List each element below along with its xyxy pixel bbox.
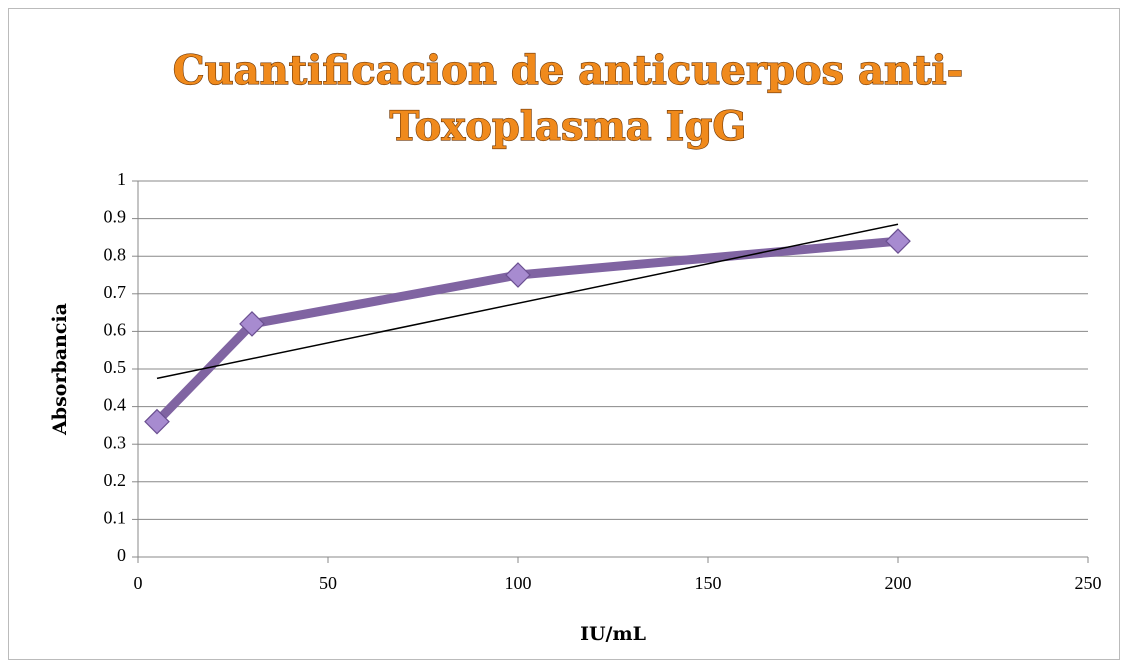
chart-title: Toxoplasma IgG — [390, 103, 747, 150]
y-tick-label: 0.4 — [104, 395, 127, 415]
x-tick-label: 250 — [1075, 573, 1102, 593]
y-tick-label: 0.5 — [104, 357, 127, 377]
chart-border — [8, 8, 1120, 660]
x-tick-label: 0 — [134, 573, 143, 593]
y-axis-label: Absorbancia — [49, 303, 71, 436]
y-tick-label: 0.3 — [104, 432, 127, 452]
y-tick-label: 0 — [117, 545, 126, 565]
x-tick-label: 100 — [505, 573, 532, 593]
x-tick-label: 200 — [885, 573, 912, 593]
y-tick-label: 1 — [117, 169, 126, 189]
x-tick-label: 150 — [695, 573, 722, 593]
y-tick-label: 0.7 — [104, 282, 127, 302]
trendline — [156, 223, 899, 380]
series-line — [153, 236, 899, 425]
x-axis-label: IU/mL — [580, 623, 646, 645]
x-tick-label: 50 — [319, 573, 337, 593]
y-tick-label: 0.6 — [104, 320, 127, 340]
data-point — [885, 228, 911, 255]
data-point — [144, 408, 170, 435]
y-tick-label: 0.1 — [104, 508, 127, 528]
y-tick-label: 0.8 — [104, 244, 127, 264]
data-point — [505, 262, 531, 288]
chart-title: Cuantificacion de anticuerpos anti- — [173, 47, 964, 94]
y-tick-label: 0.2 — [104, 470, 127, 490]
data-point — [239, 311, 265, 337]
y-tick-label: 0.9 — [104, 207, 127, 227]
